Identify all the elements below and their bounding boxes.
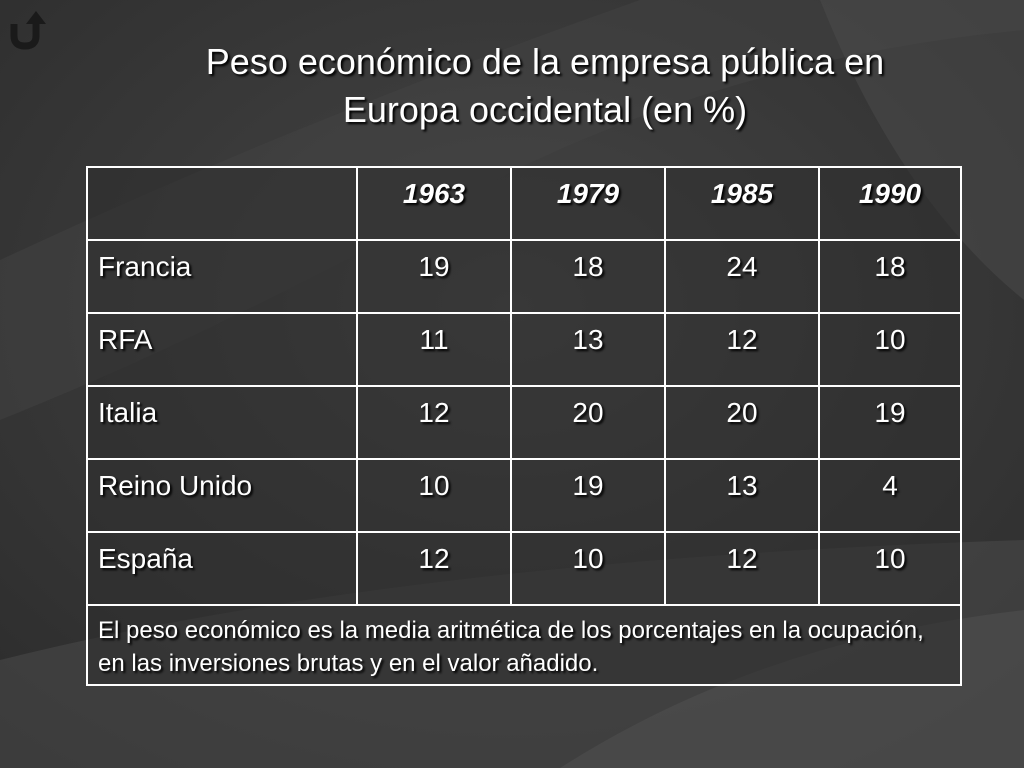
header-row: 1963 1979 1985 1990 [86,166,962,241]
value-cell: 24 [664,239,820,314]
data-table: 1963 1979 1985 1990 Francia 19 18 24 18 … [86,166,962,686]
value-cell: 19 [510,458,666,533]
country-cell: Francia [86,239,358,314]
value-cell: 10 [818,312,962,387]
value-cell: 19 [818,385,962,460]
value-cell: 13 [664,458,820,533]
value-cell: 12 [356,385,512,460]
value-cell: 18 [818,239,962,314]
year-header: 1985 [664,166,820,241]
value-cell: 4 [818,458,962,533]
value-cell: 20 [664,385,820,460]
value-cell: 18 [510,239,666,314]
value-cell: 10 [510,531,666,606]
value-cell: 12 [664,312,820,387]
note-row: El peso económico es la media aritmética… [86,604,962,686]
country-cell: RFA [86,312,358,387]
title-line-2: Europa occidental (en %) [342,89,748,130]
table-row: Reino Unido 10 19 13 4 [86,458,962,533]
value-cell: 13 [510,312,666,387]
country-cell: Reino Unido [86,458,358,533]
country-cell: España [86,531,358,606]
table-row: RFA 11 13 12 10 [86,312,962,387]
value-cell: 12 [664,531,820,606]
value-cell: 10 [818,531,962,606]
value-cell: 12 [356,531,512,606]
table-footnote: El peso económico es la media aritmética… [86,604,962,686]
country-cell: Italia [86,385,358,460]
value-cell: 11 [356,312,512,387]
back-button[interactable] [6,8,48,50]
value-cell: 20 [510,385,666,460]
table-row: Francia 19 18 24 18 [86,239,962,314]
year-header: 1990 [818,166,962,241]
slide-title: Peso económico de la empresa pública en … [100,38,990,134]
year-header: 1979 [510,166,666,241]
year-header: 1963 [356,166,512,241]
table-row: Italia 12 20 20 19 [86,385,962,460]
header-corner-cell [86,166,358,241]
return-arrow-icon [10,11,46,50]
table-row: España 12 10 12 10 [86,531,962,606]
value-cell: 10 [356,458,512,533]
value-cell: 19 [356,239,512,314]
title-line-1: Peso económico de la empresa pública en [205,41,885,82]
